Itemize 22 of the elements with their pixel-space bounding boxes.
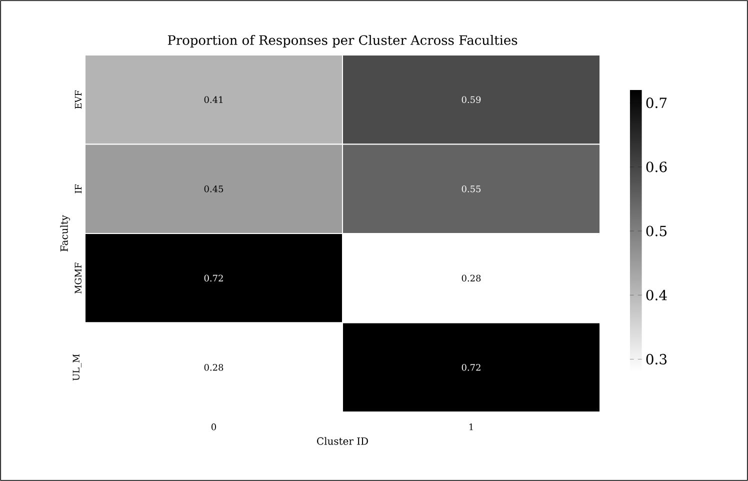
x-tick-label: 1 (469, 424, 473, 430)
data-label: 0.55 (462, 185, 481, 192)
data-label: 0.45 (204, 185, 224, 192)
color-bar-label: 0.3 (646, 354, 667, 364)
data-label: 0.28 (204, 364, 224, 371)
data-label: 0.72 (462, 364, 480, 371)
color-bar-label: 0.6 (646, 162, 667, 172)
x-tick-label: 0 (211, 424, 216, 430)
color-bar-label: 0.4 (646, 290, 667, 300)
chart-title: Proportion of Responses per Cluster Across Faculties (168, 34, 518, 48)
data-label: 0.59 (462, 96, 481, 104)
color-bar-label: 0.5 (646, 226, 666, 236)
color-bar-label: 0.7 (646, 98, 667, 108)
y-tick-label: UL_M (72, 354, 82, 381)
y-tick-label: EVF (74, 90, 82, 109)
data-label: 0.41 (204, 96, 222, 104)
y-axis-title: Faculty (60, 215, 70, 252)
data-label: 0.72 (204, 274, 223, 282)
y-tick-label: MGMF (74, 262, 82, 294)
data-label: 0.28 (462, 274, 481, 282)
y-tick-label: IF (74, 184, 82, 194)
x-axis-title: Cluster ID (317, 437, 368, 445)
